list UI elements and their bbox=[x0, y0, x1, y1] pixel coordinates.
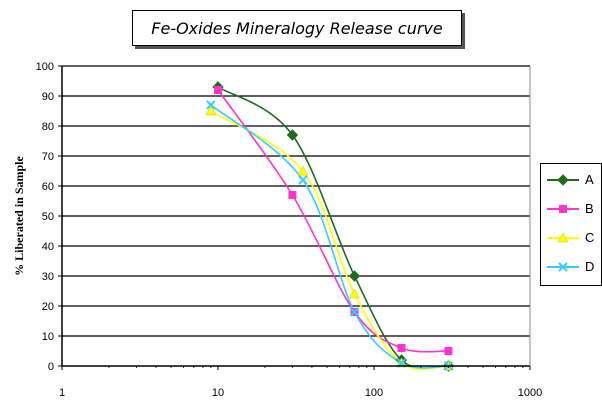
data-point-D bbox=[206, 100, 216, 110]
legend-swatch-D bbox=[547, 262, 579, 272]
y-tick-label: 10 bbox=[42, 331, 54, 343]
grid-lines bbox=[62, 65, 530, 337]
y-tick-label: 20 bbox=[42, 301, 54, 313]
series-line-D bbox=[210, 104, 449, 369]
series-markers bbox=[205, 81, 455, 372]
legend-swatch-C bbox=[547, 232, 579, 243]
legend-swatch-A bbox=[547, 174, 579, 186]
legend-marker bbox=[559, 205, 567, 213]
legend-label: D bbox=[585, 259, 595, 274]
y-axis-label: % Liberated in Sample bbox=[12, 156, 26, 276]
data-point-D bbox=[298, 175, 308, 185]
chart-title-text: Fe-Oxides Mineralogy Release curve bbox=[151, 18, 443, 38]
data-point-B bbox=[397, 344, 406, 352]
legend-swatch-B bbox=[547, 205, 579, 213]
legend-marker bbox=[558, 262, 568, 272]
data-point-B bbox=[214, 86, 222, 94]
axes bbox=[58, 65, 531, 370]
legend-label: A bbox=[585, 172, 594, 187]
y-tick-label: 80 bbox=[42, 121, 54, 133]
legend-label: B bbox=[585, 201, 594, 216]
x-tick-label: 1000 bbox=[518, 387, 542, 399]
y-tick-label: 40 bbox=[42, 241, 54, 253]
series-line-B bbox=[217, 89, 449, 353]
data-point-B bbox=[444, 347, 453, 355]
x-tick-label: 10 bbox=[212, 387, 224, 399]
y-tick-label: 30 bbox=[42, 271, 54, 283]
legend-item-B: B bbox=[541, 199, 602, 219]
data-point-C bbox=[205, 105, 217, 116]
data-point-C bbox=[349, 288, 360, 299]
data-point-C bbox=[297, 165, 309, 176]
data-point-A bbox=[286, 129, 299, 141]
legend-marker bbox=[557, 174, 569, 186]
data-point-A bbox=[348, 270, 361, 282]
legend-label: C bbox=[585, 230, 595, 245]
legend-item-D: D bbox=[541, 257, 602, 277]
y-tick-label: 90 bbox=[42, 91, 54, 103]
legend-marker bbox=[557, 232, 569, 243]
y-tick-label: 50 bbox=[42, 211, 54, 223]
y-tick-label: 60 bbox=[42, 181, 54, 193]
series-curves bbox=[210, 86, 449, 370]
legend-item-C: C bbox=[541, 228, 602, 248]
data-point-B bbox=[288, 191, 297, 199]
x-tick-label: 100 bbox=[365, 387, 383, 399]
chart-title: Fe-Oxides Mineralogy Release curve bbox=[132, 10, 462, 46]
data-point-D bbox=[349, 307, 360, 317]
y-tick-label: 100 bbox=[36, 61, 54, 73]
legend-item-A: A bbox=[541, 170, 602, 190]
series-line-A bbox=[217, 86, 449, 370]
x-tick-label: 1 bbox=[59, 387, 65, 399]
y-tick-label: 70 bbox=[42, 151, 54, 163]
y-tick-label: 0 bbox=[48, 361, 54, 373]
